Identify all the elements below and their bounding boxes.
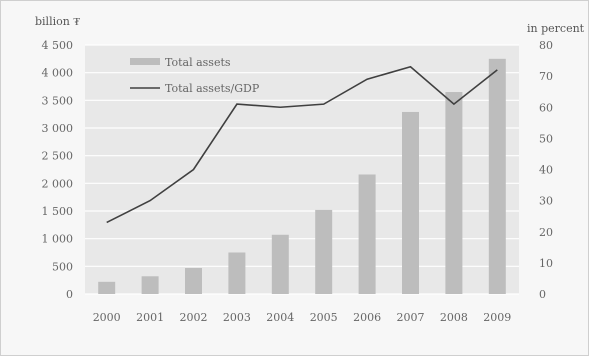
legend-bar-label: Total assets <box>165 56 231 69</box>
x-tick-label: 2003 <box>223 311 251 324</box>
left-axis-label: billion ₮ <box>35 15 80 28</box>
left-tick-label: 2 000 <box>42 177 74 190</box>
x-tick-label: 2009 <box>483 311 511 324</box>
right-tick-label: 60 <box>539 101 553 114</box>
right-axis-ticks: 0 10 20 30 40 50 60 70 80 <box>539 39 553 301</box>
left-tick-label: 1 500 <box>42 205 74 218</box>
legend-bar-swatch <box>130 58 160 65</box>
left-tick-label: 4 000 <box>42 67 74 80</box>
left-tick-label: 0 <box>66 288 73 301</box>
right-tick-label: 0 <box>539 288 546 301</box>
bar-total-assets-2005 <box>315 209 333 294</box>
left-tick-label: 3 000 <box>42 122 74 135</box>
left-axis-ticks: 0 500 1 000 1 500 2 000 2 500 3 000 3 500 4 000 4… <box>42 39 74 301</box>
bar-total-assets-2003 <box>228 252 246 294</box>
right-tick-label: 10 <box>539 257 553 270</box>
x-tick-label: 2005 <box>310 311 338 324</box>
right-tick-label: 20 <box>539 226 553 239</box>
bar-total-assets-2002 <box>185 267 202 294</box>
right-tick-label: 80 <box>539 39 553 52</box>
bar-total-assets-2006 <box>358 174 376 294</box>
line-series <box>106 65 498 224</box>
left-tick-label: 1 000 <box>42 233 74 246</box>
x-tick-label: 2008 <box>440 311 468 324</box>
right-tick-label: 70 <box>539 70 553 83</box>
legend: Total assets Total assets/GDP <box>130 56 260 95</box>
bar-total-assets-2004 <box>271 234 289 294</box>
x-tick-label: 2007 <box>397 311 425 324</box>
bar-total-assets-2007 <box>402 111 419 294</box>
x-tick-label: 2002 <box>180 311 208 324</box>
x-axis-ticks: 2000 2001 2002 2003 2004 2005 2006 2007 2008 2009 <box>93 311 512 324</box>
bar-series <box>98 58 506 295</box>
legend-line-label: Total assets/GDP <box>165 82 260 95</box>
left-tick-label: 4 500 <box>42 39 74 52</box>
x-tick-label: 2001 <box>136 311 164 324</box>
x-tick-label: 2004 <box>266 311 294 324</box>
x-tick-label: 2000 <box>93 311 121 324</box>
bar-total-assets-2000 <box>98 281 116 294</box>
right-tick-label: 30 <box>539 195 553 208</box>
left-tick-label: 500 <box>52 260 73 273</box>
left-tick-label: 2 500 <box>42 150 74 163</box>
right-tick-label: 40 <box>539 164 553 177</box>
bar-total-assets-2001 <box>141 276 159 294</box>
x-tick-label: 2006 <box>353 311 381 324</box>
bar-total-assets-2009 <box>488 58 506 295</box>
right-axis-label: in percent <box>527 22 585 35</box>
right-tick-label: 50 <box>539 132 553 145</box>
left-tick-label: 3 500 <box>42 94 74 107</box>
bar-total-assets-2008 <box>445 92 463 295</box>
